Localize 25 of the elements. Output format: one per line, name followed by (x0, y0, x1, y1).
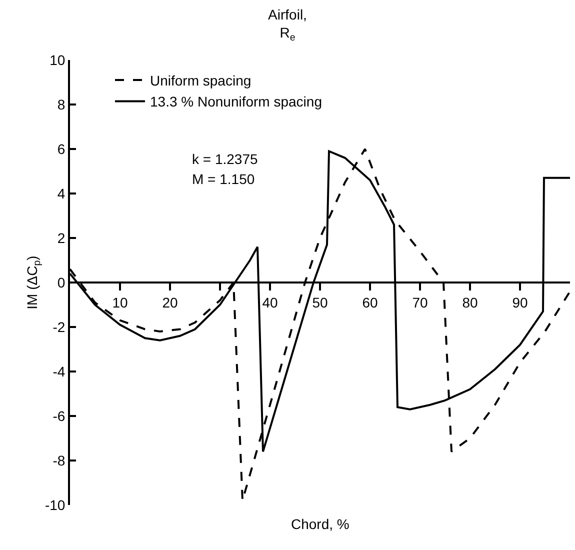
y-tick-label: 4 (57, 185, 66, 202)
annotation: k = 1.2375 (192, 151, 258, 167)
y-tick-label: -8 (52, 452, 66, 468)
y-tick-label: -10 (44, 496, 66, 513)
y-tick-label: -6 (52, 408, 66, 424)
y-tick-label: 6 (57, 140, 66, 157)
y-tick-label: -2 (52, 318, 66, 335)
y-tick-label: 10 (50, 52, 66, 68)
x-tick-label: 50 (312, 294, 328, 310)
x-tick-label: 90 (512, 294, 528, 310)
y-tick-label: 0 (57, 274, 66, 290)
x-tick-label: 60 (362, 294, 378, 310)
x-tick-label: 40 (262, 294, 278, 310)
y-tick-label: -4 (52, 363, 66, 380)
legend-label: Uniform spacing (150, 72, 252, 89)
y-tick-label: 2 (57, 230, 66, 246)
annotation: M = 1.150 (192, 171, 255, 187)
x-tick-label: 80 (462, 294, 478, 310)
x-tick-label: 70 (412, 294, 428, 310)
chart-title: Airfoil, R$_{e}$ (268, 6, 307, 44)
x-axis-title: Chord, % (291, 516, 350, 532)
x-tick-label: 20 (162, 294, 178, 310)
legend-label: 13.3 % Nonuniform spacing (150, 94, 322, 110)
y-tick-label: 8 (57, 96, 66, 112)
x-tick-label: 10 (112, 294, 128, 310)
